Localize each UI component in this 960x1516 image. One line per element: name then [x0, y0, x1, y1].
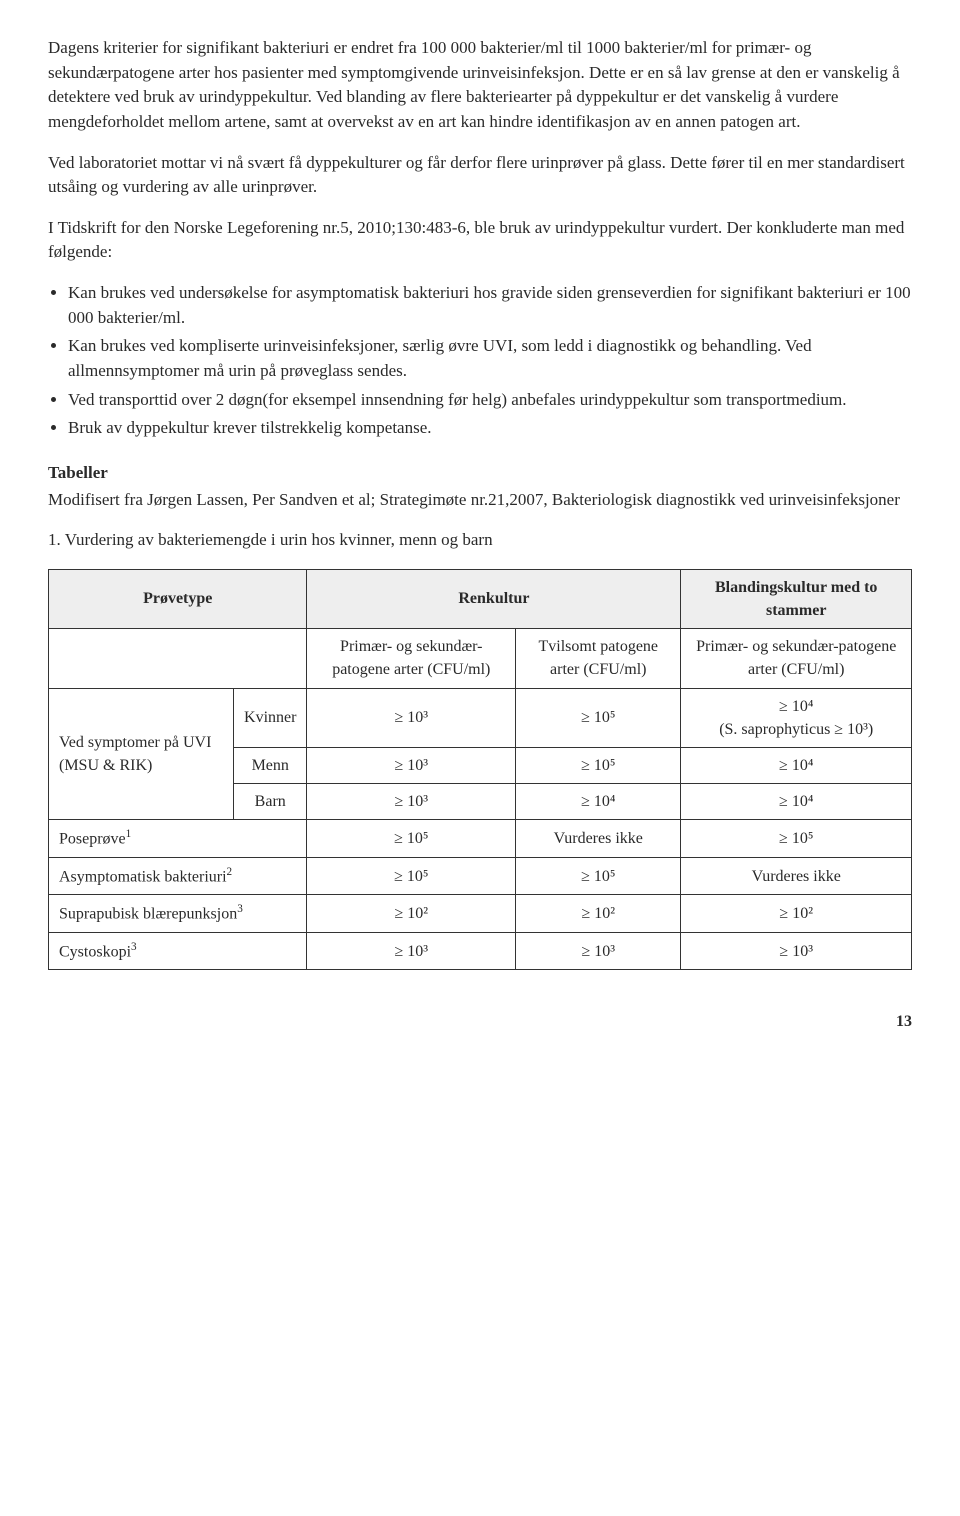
table-caption: 1. Vurdering av bakteriemengde i urin ho…	[48, 528, 912, 553]
paragraph-2: Ved laboratoriet mottar vi nå svært få d…	[48, 151, 912, 200]
cell-value: ≥ 10³	[516, 932, 681, 970]
cell-value: ≥ 10⁵	[516, 688, 681, 747]
cell-label-text: Asymptomatisk bakteriuri	[59, 868, 227, 885]
tables-intro: Modifisert fra Jørgen Lassen, Per Sandve…	[48, 488, 912, 513]
subhead-doubtful: Tvilsomt patogene arter (CFU/ml)	[516, 629, 681, 688]
page-number: 13	[48, 1010, 912, 1033]
list-item: Ved transporttid over 2 døgn(for eksempe…	[68, 388, 912, 413]
cell-value: ≥ 10²	[681, 895, 912, 933]
cell-value: ≥ 10⁵	[516, 857, 681, 895]
cell-cat: Barn	[234, 784, 307, 820]
table-header-row: Prøvetype Renkultur Blandingskultur med …	[49, 569, 912, 628]
cell-label: Cystoskopi3	[49, 932, 307, 970]
list-item: Kan brukes ved undersøkelse for asymptom…	[68, 281, 912, 330]
bullet-list: Kan brukes ved undersøkelse for asymptom…	[48, 281, 912, 441]
list-item: Bruk av dyppekultur krever tilstrekkelig…	[68, 416, 912, 441]
tables-heading: Tabeller	[48, 461, 912, 486]
cell-value: ≥ 10³	[307, 784, 516, 820]
assessment-table: Prøvetype Renkultur Blandingskultur med …	[48, 569, 912, 971]
paragraph-3: I Tidskrift for den Norske Legeforening …	[48, 216, 912, 265]
table-row: Poseprøve1 ≥ 10⁵ Vurderes ikke ≥ 10⁵	[49, 820, 912, 858]
cell-label: Asymptomatisk bakteriuri2	[49, 857, 307, 895]
th-renkultur: Renkultur	[307, 569, 681, 628]
cell-value: ≥ 10⁴ (S. saprophyticus ≥ 10³)	[681, 688, 912, 747]
cell-value: ≥ 10³	[307, 688, 516, 747]
paragraph-1: Dagens kriterier for signifikant bakteri…	[48, 36, 912, 135]
table-row: Ved symptomer på UVI (MSU & RIK) Kvinner…	[49, 688, 912, 747]
cell-value: ≥ 10⁴	[516, 784, 681, 820]
cell-value: ≥ 10³	[307, 748, 516, 784]
cell-value-b: (S. saprophyticus ≥ 10³)	[719, 721, 873, 738]
cell-value: ≥ 10⁵	[681, 820, 912, 858]
cell-value: ≥ 10²	[516, 895, 681, 933]
cell-sup: 1	[126, 828, 132, 840]
cell-value: ≥ 10³	[307, 932, 516, 970]
cell-label: Poseprøve1	[49, 820, 307, 858]
cell-sup: 3	[237, 903, 243, 915]
cell-cat: Menn	[234, 748, 307, 784]
cell-cat: Kvinner	[234, 688, 307, 747]
cell-label: Suprapubisk blærepunksjon3	[49, 895, 307, 933]
th-provetype: Prøvetype	[49, 569, 307, 628]
uvi-label: Ved symptomer på UVI (MSU & RIK)	[49, 688, 234, 820]
cell-value: ≥ 10³	[681, 932, 912, 970]
table-subheader-row: Primær- og sekundær-patogene arter (CFU/…	[49, 629, 912, 688]
subhead-primary: Primær- og sekundær-patogene arter (CFU/…	[307, 629, 516, 688]
cell-value: ≥ 10⁴	[681, 784, 912, 820]
cell-value: ≥ 10²	[307, 895, 516, 933]
cell-sup: 2	[227, 866, 233, 878]
cell-value: ≥ 10⁴	[681, 748, 912, 784]
subhead-blanding: Primær- og sekundær-patogene arter (CFU/…	[681, 629, 912, 688]
cell-value: ≥ 10⁵	[307, 820, 516, 858]
list-item: Kan brukes ved kompliserte urinveisinfek…	[68, 334, 912, 383]
th-blanding: Blandingskultur med to stammer	[681, 569, 912, 628]
cell-value: Vurderes ikke	[516, 820, 681, 858]
cell-label-text: Suprapubisk blærepunksjon	[59, 906, 237, 923]
cell-sup: 3	[131, 941, 137, 953]
cell-value: ≥ 10⁵	[307, 857, 516, 895]
cell-label-text: Poseprøve	[59, 831, 126, 848]
table-row: Asymptomatisk bakteriuri2 ≥ 10⁵ ≥ 10⁵ Vu…	[49, 857, 912, 895]
table-row: Cystoskopi3 ≥ 10³ ≥ 10³ ≥ 10³	[49, 932, 912, 970]
subhead-empty	[49, 629, 307, 688]
cell-value-a: ≥ 10⁴	[779, 698, 813, 715]
cell-value: Vurderes ikke	[681, 857, 912, 895]
cell-label-text: Cystoskopi	[59, 943, 131, 960]
table-row: Suprapubisk blærepunksjon3 ≥ 10² ≥ 10² ≥…	[49, 895, 912, 933]
cell-value: ≥ 10⁵	[516, 748, 681, 784]
